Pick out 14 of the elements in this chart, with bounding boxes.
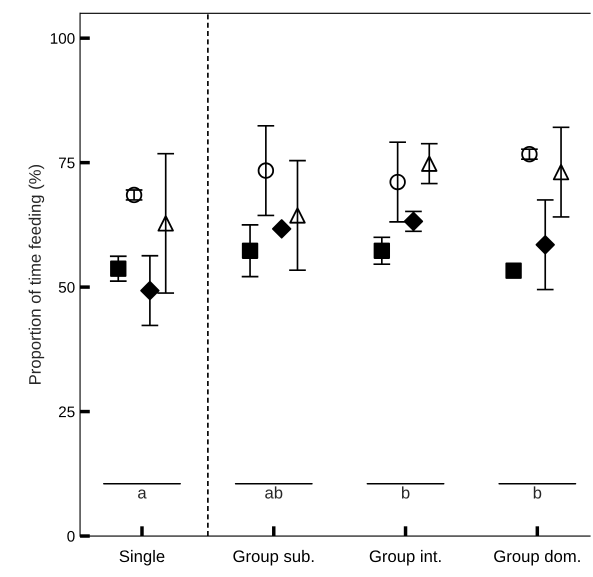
annotation: b [534, 486, 542, 499]
x-tick-label: Group int. [370, 550, 441, 566]
y-axis-title: Proportion of time feeding (%) [28, 164, 44, 384]
y-tick-label: 50 [58, 282, 75, 293]
annotation: ab [265, 486, 282, 499]
y-tick-label: 0 [67, 530, 75, 542]
y-tick-label: 100 [50, 33, 75, 44]
annotation: a [138, 489, 147, 499]
x-tick-label: Group sub. [233, 550, 314, 566]
y-tick-label: 25 [58, 406, 75, 418]
y-tick-label: 75 [58, 158, 75, 168]
annotation: b [402, 486, 410, 499]
x-tick-label: Single [120, 550, 164, 566]
x-tick-label: Group dom. [494, 550, 580, 566]
